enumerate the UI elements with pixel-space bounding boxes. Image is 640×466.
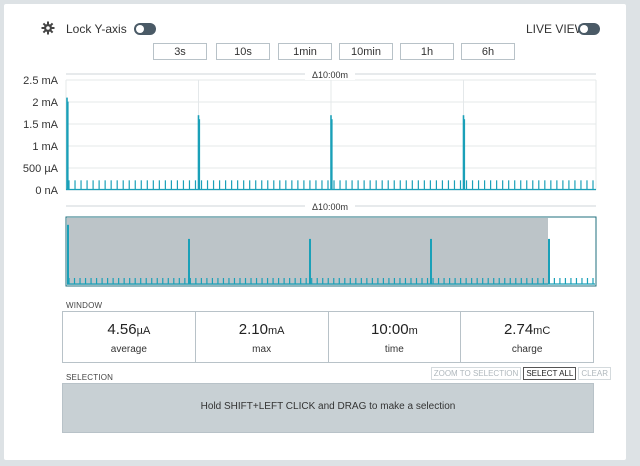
stat-max-unit: mA bbox=[267, 325, 285, 337]
live-view-label: LIVE VIEW bbox=[525, 22, 586, 36]
minimap-window-label: Δ10:00m bbox=[312, 202, 348, 212]
clear-selection-button[interactable]: CLEAR bbox=[578, 367, 611, 380]
selection-buttons: ZOOM TO SELECTION SELECT ALL CLEAR bbox=[430, 367, 611, 380]
stat-time: 10:00m time bbox=[329, 312, 462, 362]
main-y-axis: 2.5 mA 2 mA 1.5 mA 1 mA 500 µA 0 nA bbox=[23, 75, 59, 197]
stat-average-number: 4.56 bbox=[107, 321, 137, 338]
y-tick-label: 500 µA bbox=[23, 163, 59, 175]
stat-time-value: 10:00m bbox=[329, 321, 461, 338]
stat-time-label: time bbox=[384, 344, 404, 355]
range-button-10min[interactable]: 10min bbox=[339, 43, 393, 60]
minimap-trace bbox=[67, 224, 595, 285]
range-button-1min[interactable]: 1min bbox=[278, 43, 332, 60]
main-trace bbox=[66, 97, 596, 191]
live-view-toggle[interactable] bbox=[578, 23, 600, 35]
y-tick-label: 2.5 mA bbox=[23, 75, 59, 87]
y-tick-label: 1 mA bbox=[32, 141, 58, 153]
stat-charge-value: 2.74mC bbox=[461, 321, 593, 338]
stat-average-unit: µA bbox=[136, 325, 151, 337]
stat-average-value: 4.56µA bbox=[63, 321, 195, 338]
zoom-to-selection-button[interactable]: ZOOM TO SELECTION bbox=[430, 367, 522, 380]
minimap-window-label-bg bbox=[305, 200, 355, 212]
y-tick-label: 0 nA bbox=[35, 185, 58, 197]
range-button-1h[interactable]: 1h bbox=[400, 43, 454, 60]
select-all-button[interactable]: SELECT ALL bbox=[523, 367, 577, 380]
main-window-label-bg bbox=[305, 68, 355, 80]
stat-max: 2.10mA max bbox=[196, 312, 329, 362]
y-tick-label: 2 mA bbox=[32, 97, 58, 109]
gear-icon-svg bbox=[41, 21, 55, 35]
stat-charge-number: 2.74 bbox=[503, 321, 534, 338]
gear-icon[interactable] bbox=[41, 21, 55, 35]
lock-y-axis-label: Lock Y-axis bbox=[66, 22, 127, 36]
selection-hint: Hold SHIFT+LEFT CLICK and DRAG to make a… bbox=[200, 401, 456, 412]
main-chart[interactable]: Δ10:00m 2.5 mA 2 mA 1.5 mA 1 mA 500 µA 0 nA bbox=[23, 68, 597, 197]
stat-max-number: 2.10 bbox=[238, 321, 268, 338]
stat-charge-label: charge bbox=[511, 344, 543, 355]
range-button-3s[interactable]: 3s bbox=[153, 43, 207, 60]
stat-max-label: max bbox=[252, 344, 272, 355]
stat-time-number: 10:00 bbox=[371, 321, 409, 338]
window-section-label: WINDOW bbox=[66, 301, 103, 310]
main-window-label: Δ10:00m bbox=[312, 70, 348, 80]
stat-charge: 2.74mC charge bbox=[461, 312, 593, 362]
range-button-6h[interactable]: 6h bbox=[461, 43, 515, 60]
lock-y-axis-toggle[interactable] bbox=[134, 23, 156, 35]
stat-time-unit: m bbox=[408, 325, 418, 337]
selection-panel[interactable]: Hold SHIFT+LEFT CLICK and DRAG to make a… bbox=[62, 383, 594, 433]
stat-average-label: average bbox=[110, 344, 147, 355]
minimap-window-highlight[interactable] bbox=[67, 218, 548, 285]
selection-section-label: SELECTION bbox=[66, 373, 114, 382]
window-stats: 4.56µA average 2.10mA max 10:00m time 2.… bbox=[62, 311, 594, 363]
chart-area: Δ10:00m 2.5 mA 2 mA 1.5 mA 1 mA 500 µA 0 nA Δ… bbox=[23, 68, 597, 287]
minimap[interactable]: Δ10:00m bbox=[65, 200, 597, 287]
range-button-10s[interactable]: 10s bbox=[216, 43, 270, 60]
stat-average: 4.56µA average bbox=[63, 312, 196, 362]
stat-charge-unit: mC bbox=[533, 325, 551, 337]
stat-max-value: 2.10mA bbox=[196, 321, 328, 338]
y-tick-label: 1.5 mA bbox=[23, 119, 59, 131]
